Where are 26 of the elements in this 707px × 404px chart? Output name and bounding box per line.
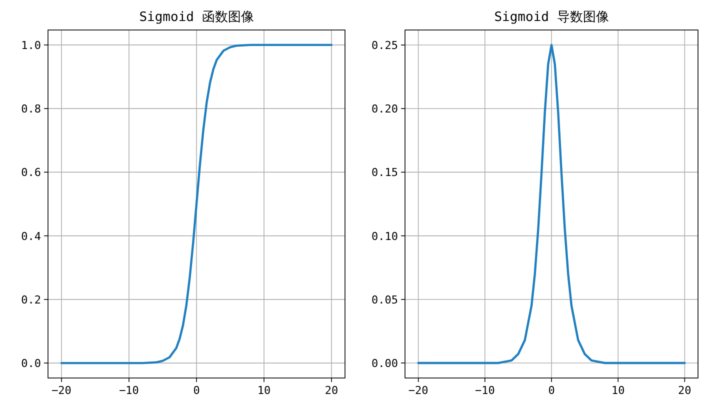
y-tick-label: 0.2 bbox=[21, 293, 41, 306]
chart-title: Sigmoid 函数图像 bbox=[139, 10, 254, 25]
x-tick-label: 0 bbox=[548, 384, 555, 397]
y-tick-label: 0.0 bbox=[21, 357, 41, 370]
x-tick-label: 20 bbox=[678, 384, 692, 397]
y-tick-label: 0.05 bbox=[372, 293, 398, 306]
x-tick-label: −10 bbox=[119, 384, 139, 397]
line-series bbox=[60, 44, 333, 364]
y-tick-label: 0.6 bbox=[21, 166, 41, 180]
y-tick-label: 0.20 bbox=[372, 102, 398, 116]
x-tick-label: 0 bbox=[193, 384, 200, 397]
x-tick-label: −20 bbox=[52, 384, 72, 397]
y-tick-label: 0.4 bbox=[21, 230, 42, 243]
x-tick-label: 10 bbox=[257, 384, 271, 397]
y-tick-label: 1.0 bbox=[21, 38, 41, 52]
x-tick-label: 10 bbox=[611, 384, 625, 397]
y-tick-label: 0.25 bbox=[372, 39, 398, 52]
x-tick-label: 20 bbox=[324, 384, 338, 397]
x-tick-label: −10 bbox=[474, 384, 495, 397]
x-tick-label: −20 bbox=[408, 384, 428, 397]
chart-title: Sigmoid 导数图像 bbox=[494, 10, 609, 25]
y-tick-label: 0.10 bbox=[372, 230, 398, 243]
y-tick-label: 0.8 bbox=[21, 102, 41, 116]
line-series bbox=[417, 44, 686, 364]
y-tick-label: 0.00 bbox=[372, 356, 398, 370]
y-tick-label: 0.15 bbox=[372, 166, 398, 180]
